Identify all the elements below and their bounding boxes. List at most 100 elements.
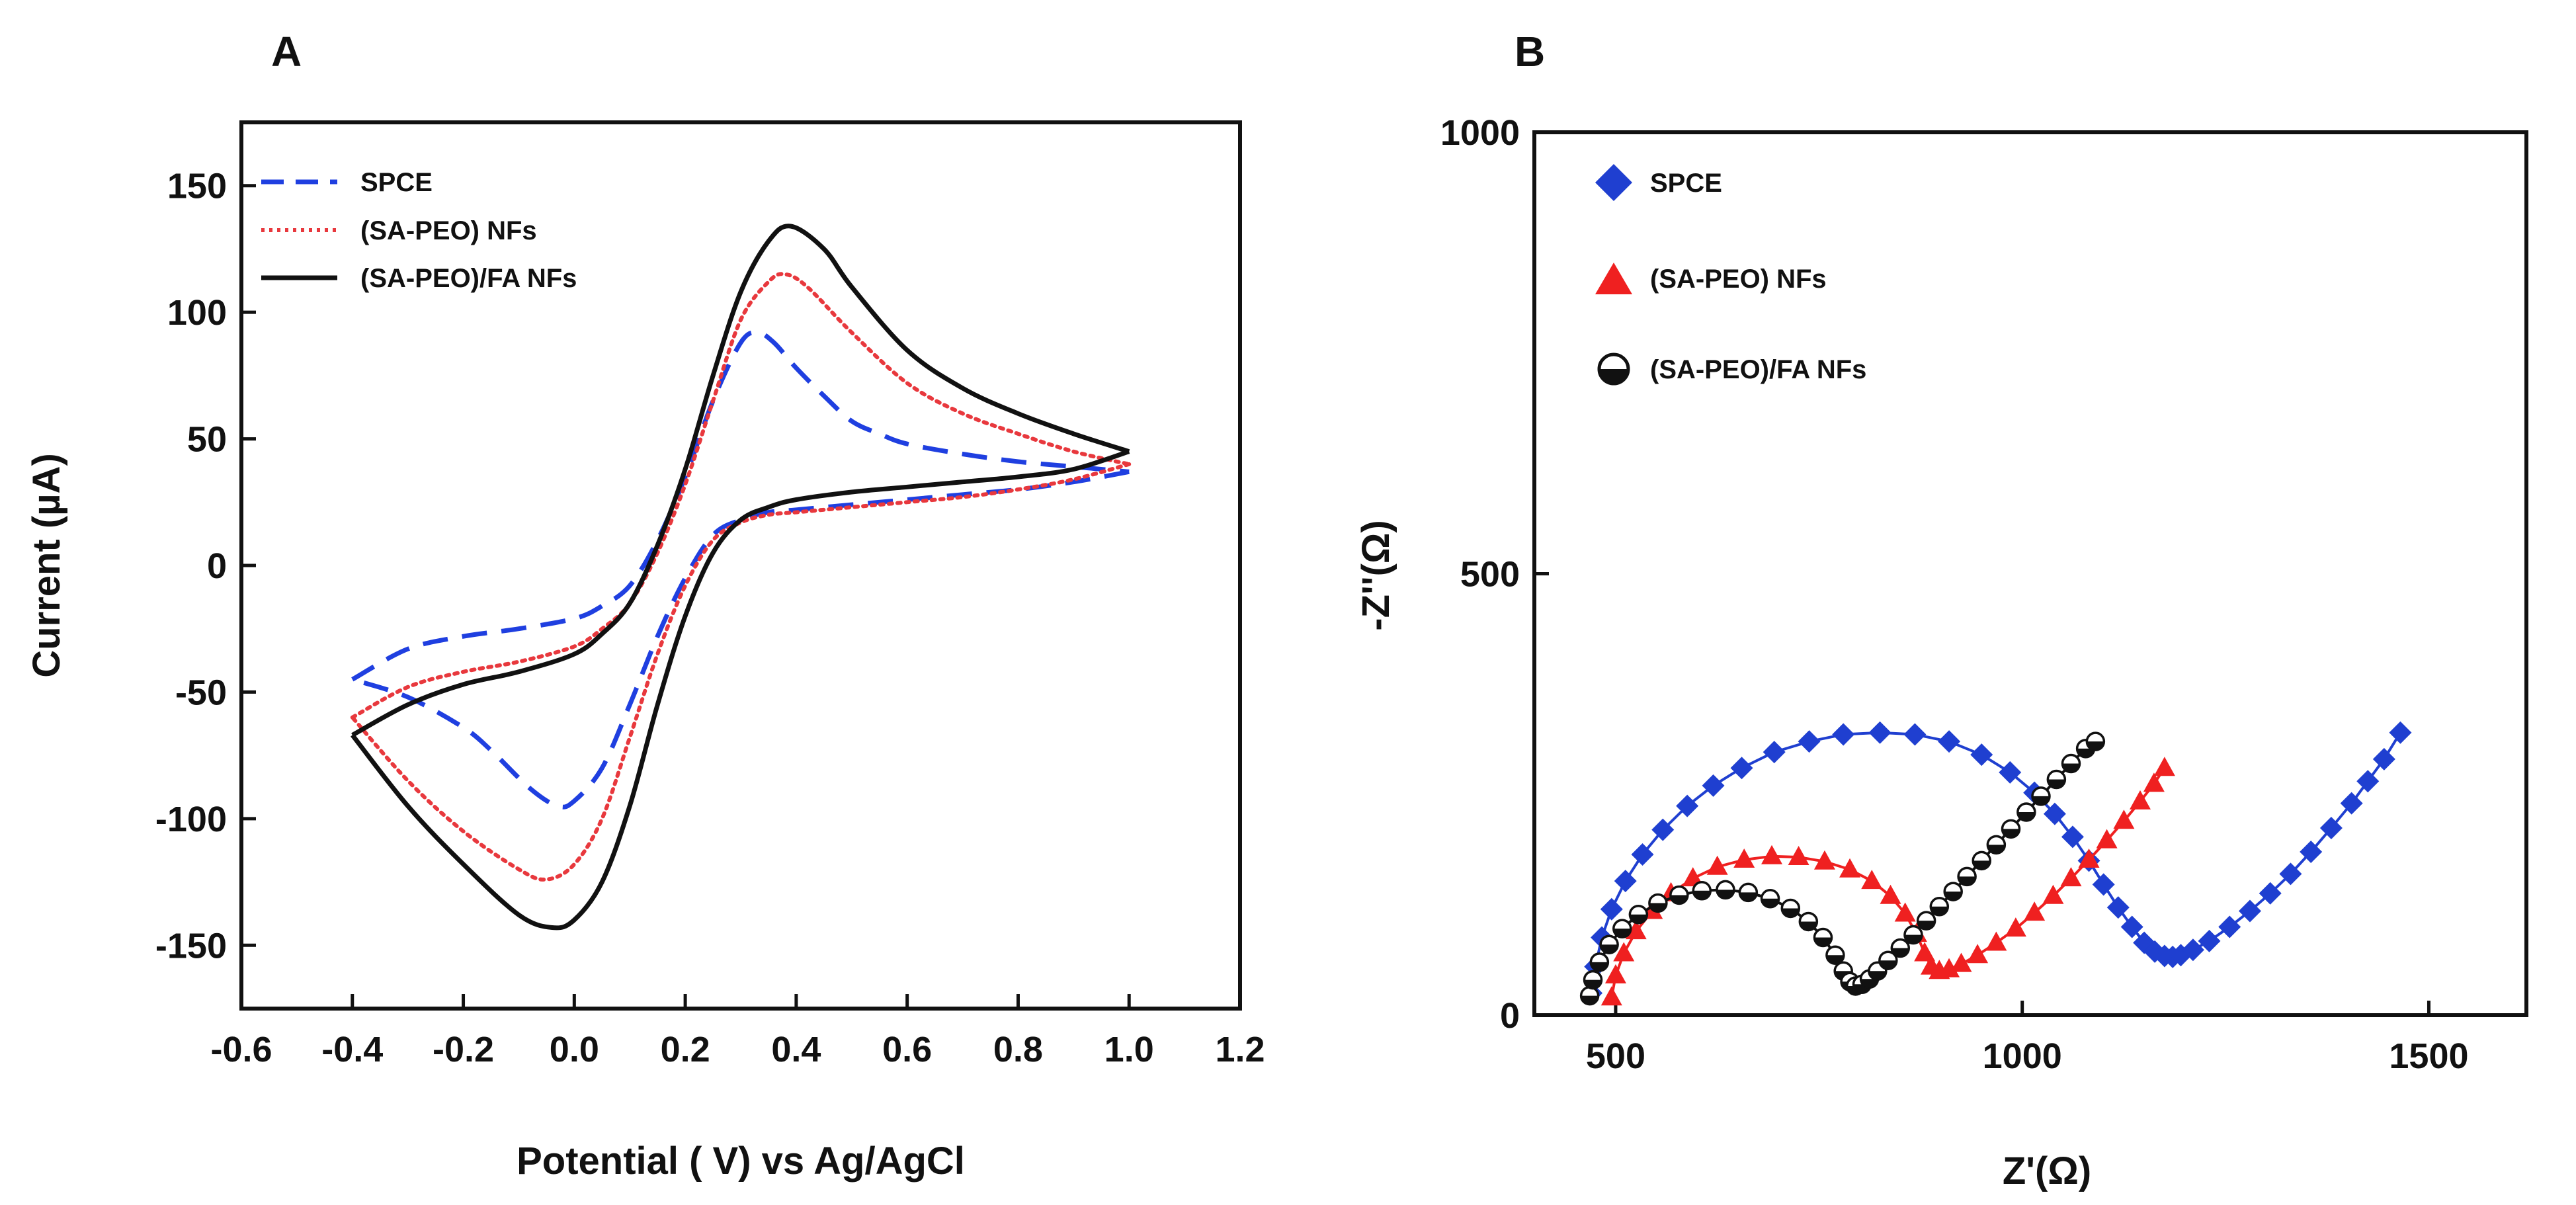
point-spce: [2300, 841, 2323, 864]
point-sa-peo-fa-fill: [1814, 937, 1832, 946]
point-sa-peo: [2143, 772, 2165, 792]
panel-a-ticks: [239, 184, 1242, 1009]
y-tick-label: -100: [155, 800, 227, 839]
y-tick-label: 150: [167, 167, 227, 206]
legend-label-sa-peo: (SA-PEO) NFs: [360, 216, 537, 245]
point-sa-peo: [2005, 917, 2026, 937]
panel-a-letter: A: [271, 28, 302, 75]
point-sa-peo-fa-fill: [2087, 741, 2104, 751]
y-tick-label: 0: [207, 546, 227, 586]
point-sa-peo-fa-fill: [2062, 763, 2080, 772]
point-spce: [1832, 723, 1855, 746]
point-sa-peo: [1894, 902, 1916, 922]
point-sa-peo: [2042, 884, 2064, 904]
point-sa-peo-fa-fill: [1600, 944, 1618, 954]
legend-marker-spce: [1595, 164, 1632, 201]
point-sa-peo: [1914, 942, 1936, 962]
point-sa-peo-fa-fill: [2077, 748, 2095, 757]
x-tick-label: 0.6: [882, 1030, 932, 1069]
point-sa-peo: [2153, 757, 2175, 776]
point-spce: [2061, 825, 2084, 849]
nyquist-line-spce: [1590, 731, 2402, 993]
point-sa-peo-fa-fill: [1879, 960, 1897, 970]
x-tick-label: 1.0: [1104, 1030, 1154, 1069]
point-spce: [1730, 757, 1753, 780]
point-spce: [1868, 721, 1891, 744]
point-sa-peo-fa-fill: [1973, 860, 1991, 870]
point-sa-peo-fa-fill: [1931, 906, 1948, 915]
point-sa-peo-fa-fill: [1944, 892, 1962, 901]
point-spce: [1631, 843, 1654, 866]
point-sa-peo: [1682, 867, 1704, 887]
point-spce: [1903, 723, 1927, 746]
x-tick-label: 1.2: [1215, 1030, 1265, 1069]
point-spce: [2218, 915, 2241, 938]
legend-label-sa-peo-fa: (SA-PEO)/FA NFs: [1650, 355, 1866, 384]
point-sa-peo: [2060, 867, 2082, 887]
point-spce: [2120, 915, 2143, 938]
point-spce: [1970, 743, 1993, 767]
x-tick-label: 0.0: [550, 1030, 599, 1069]
panel-b-legend: SPCE (SA-PEO) NFs (SA-PEO)/FA NFs: [1595, 164, 1866, 386]
point-sa-peo-fa-fill: [1739, 892, 1757, 901]
point-sa-peo-fa-fill: [2032, 796, 2050, 805]
panel-a-tick-labels: -0.6 -0.4 -0.2 0.0 0.2 0.4 0.6 0.8 1.0 1.2 -150 -10…: [155, 167, 1265, 1069]
point-sa-peo: [1761, 845, 1783, 864]
x-tick-label: 0.2: [661, 1030, 710, 1069]
point-sa-peo-fa-fill: [1581, 995, 1599, 1005]
point-sa-peo-fa-fill: [1591, 962, 1608, 971]
panel-b-x-axis-label: Z'(Ω): [2003, 1149, 2091, 1192]
panel-a-series: [350, 224, 1132, 931]
point-sa-peo-fa-fill: [1891, 948, 1909, 957]
point-sa-peo-fa-fill: [1958, 876, 1976, 886]
point-sa-peo: [2078, 849, 2100, 868]
panel-a-y-axis-label: Current (µA): [25, 453, 68, 678]
x-tick-label: 500: [1586, 1036, 1645, 1076]
point-spce: [2389, 721, 2412, 744]
point-sa-peo: [1861, 870, 1883, 890]
point-spce: [2340, 792, 2363, 815]
legend-label-spce: SPCE: [1650, 169, 1722, 198]
point-sa-peo-fa-fill: [2002, 829, 2020, 838]
x-tick-label: -0.2: [433, 1030, 494, 1069]
x-tick-label: 1000: [1983, 1036, 2062, 1076]
point-sa-peo-fa-fill: [1584, 979, 1602, 989]
cv-curve-sa-peo-forward: [350, 272, 1132, 720]
point-sa-peo-fa-fill: [1649, 903, 1667, 912]
point-sa-peo-fa-fill: [1987, 845, 2005, 854]
point-sa-peo-fa-fill: [1782, 908, 1800, 917]
point-sa-peo: [2024, 901, 2046, 921]
point-spce: [2043, 802, 2066, 825]
panel-b-eis-chart: B 500 1000 1500 0 500 1000 Z'(Ω) -Z''(Ω) SPCE…: [1354, 28, 2528, 1192]
point-sa-peo-fa-fill: [1917, 921, 1935, 930]
point-spce: [2106, 896, 2130, 919]
point-spce: [2238, 899, 2261, 923]
point-sa-peo-fa-fill: [1904, 935, 1922, 944]
point-sa-peo: [1604, 964, 1626, 983]
point-sa-peo: [2113, 810, 2135, 829]
point-sa-peo: [1938, 958, 1960, 977]
y-tick-label: 0: [1500, 996, 1520, 1036]
y-tick-label: 1000: [1440, 113, 1520, 153]
point-sa-peo-fa-fill: [1860, 979, 1878, 988]
panel-a-plot-frame: [239, 120, 1242, 1011]
panel-b-ticks: [1534, 130, 2431, 1017]
point-spce: [2356, 770, 2380, 793]
legend-label-sa-peo-fa: (SA-PEO)/FA NFs: [360, 264, 577, 293]
point-sa-peo-fa-fill: [1868, 971, 1886, 980]
point-sa-peo-fa-fill: [1761, 898, 1779, 907]
point-spce: [1702, 774, 1725, 797]
point-sa-peo: [2129, 790, 2151, 810]
point-sa-peo-fa-fill: [1800, 921, 1817, 931]
point-spce: [1614, 870, 1637, 893]
x-tick-label: -0.6: [210, 1030, 272, 1069]
point-spce: [2181, 938, 2204, 962]
legend-label-spce: SPCE: [360, 168, 433, 197]
point-spce: [1676, 794, 1699, 817]
point-sa-peo: [1985, 931, 2007, 951]
point-sa-peo: [1600, 986, 1622, 1006]
point-spce: [2092, 873, 2115, 896]
point-sa-peo: [1813, 850, 1835, 870]
point-sa-peo-fa-fill: [1826, 955, 1844, 964]
y-tick-label: 50: [187, 420, 227, 460]
